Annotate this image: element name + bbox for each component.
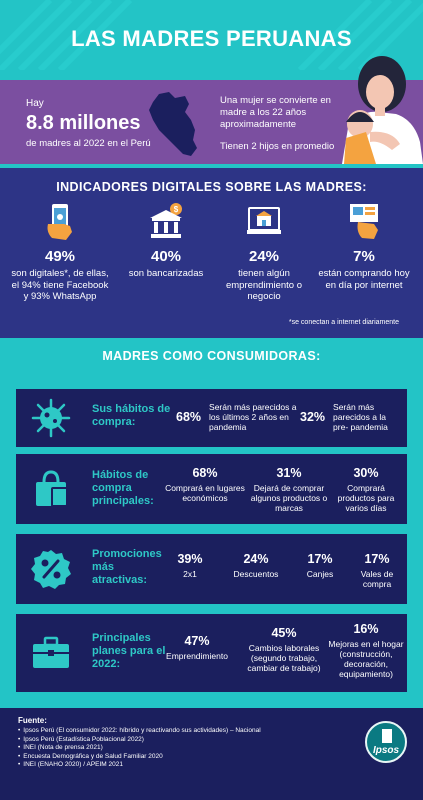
plans-job-pct: 45% [271, 626, 297, 640]
decorative-stripes [0, 0, 423, 70]
ipsos-logo-mark [382, 729, 392, 743]
promo-exchanges-pct: 17% [307, 552, 333, 566]
plans-card: Principales planes para el 2022: 47% Emp… [16, 614, 407, 692]
digital-stat-digital: 49% son digitales*, de ellas, el 94% tie… [10, 202, 110, 303]
online-store-icon [247, 207, 281, 234]
promo-discounts-pct: 24% [243, 552, 269, 566]
age-fact: Una mujer se convierte en madre a los 22… [220, 95, 331, 130]
main-habits-card: Hábitos de compra principales: 68% Compr… [16, 454, 407, 524]
shopping-bag-icon [36, 470, 69, 507]
percent-badge-icon [31, 550, 71, 589]
digital-footnote: *se conectan a internet diariamente [288, 319, 399, 326]
plans-stat-business: 47% Emprendimiento [162, 634, 232, 661]
kids-fact: Tienen 2 hijos en promedio [220, 141, 335, 152]
consumer-section: MADRES COMO CONSUMIDORAS: Sus hábitos de… [0, 338, 423, 708]
banked-pct: 40% [150, 248, 182, 265]
mothers-count: 8.8 millones [26, 112, 141, 134]
ipsos-logo: Ipsos [365, 721, 407, 763]
smartphone-hand-icon [47, 204, 72, 240]
plans-business-pct: 47% [184, 634, 210, 648]
promo-2x1-desc: 2x1 [183, 569, 197, 579]
habits-label: Sus hábitos de compra: [92, 403, 171, 428]
sources-list: Ipsos Perú (El consumidor 2022: híbrido … [18, 727, 261, 770]
mothers-count-block: Hay 8.8 millones de madres al 2022 en el… [26, 98, 151, 149]
header-section: LAS MADRES PERUANAS Hay 8.8 millones de … [0, 0, 423, 168]
habits-card: Sus hábitos de compra: 68% Serán más par… [16, 389, 407, 447]
page-title: LAS MADRES PERUANAS [71, 26, 352, 51]
briefcase-icon [33, 636, 69, 668]
main-habits-label: Hábitos de compra principales: [92, 469, 154, 507]
promo-discounts-desc: Descuentos [233, 569, 279, 579]
cheap-places-pct: 68% [192, 466, 218, 480]
sources-title: Fuente: [18, 716, 47, 725]
count-prefix: Hay [26, 98, 44, 109]
stock-up-desc: Comprará productos para varios días [337, 483, 395, 513]
business-desc: tienen algún emprendimiento o negocio [225, 268, 303, 302]
stop-buying-desc: Dejará de comprar algunos productos o ma… [250, 483, 328, 513]
stop-buying-pct: 31% [276, 466, 302, 480]
digital-stat-business: 24% tienen algún emprendimiento o negoci… [214, 202, 314, 303]
promo-stat-2x1: 39% 2x1 [168, 552, 212, 579]
promo-exchanges-desc: Canjes [306, 569, 334, 579]
consumer-section-title: MADRES COMO CONSUMIDORAS: [102, 349, 321, 363]
habits-stat-pandemic: 68% Serán más parecidos a los últimos 2 … [176, 402, 309, 432]
source-item: Ipsos Perú (El consumidor 2022: híbrido … [18, 727, 260, 736]
habits-prepandemic-pct: 32% [300, 410, 326, 424]
promo-2x1-pct: 39% [177, 552, 203, 566]
banked-desc: son bancarizadas [128, 268, 204, 279]
promotions-card: Promociones más atractivas: 39% 2x1 24% … [16, 534, 407, 604]
mothers-count-caption: de madres al 2022 en el Perú [26, 138, 151, 149]
business-pct: 24% [248, 248, 280, 265]
mother-child-illustration [342, 56, 423, 164]
main-habits-stat-stop: 31% Dejará de comprar algunos productos … [248, 466, 330, 513]
plans-business-desc: Emprendimiento [166, 651, 228, 661]
habits-pandemic-desc: Serán más parecidos a los últimos 2 años… [209, 402, 297, 432]
svg-text:$: $ [174, 205, 179, 214]
main-habits-stat-cheap: 68% Comprará en lugares económicos [164, 466, 246, 503]
digital-indicators-section: INDICADORES DIGITALES SOBRE LAS MADRES: … [0, 168, 423, 338]
plans-home-desc: Mejoras en el hogar (construcción, decor… [328, 639, 404, 679]
source-item: Ipsos Perú (Estadística Poblacional 2022… [18, 736, 261, 745]
promotions-label: Promociones más atractivas: [92, 548, 162, 586]
digital-desc: son digitales*, de ellas, el 94% tiene F… [11, 268, 109, 302]
source-item: Encuesta Demográfica y de Salud Familiar… [18, 753, 261, 762]
promo-vouchers-pct: 17% [364, 552, 390, 566]
cheap-places-desc: Comprará en lugares económicos [165, 483, 245, 503]
promo-stat-exchanges: 17% Canjes [300, 552, 340, 579]
habits-prepandemic-desc: Serán más parecidos a la pre- pandemia [333, 402, 388, 432]
plans-job-desc: Cambios laborales (segundo trabajo, camb… [247, 643, 321, 673]
habits-pandemic-pct: 68% [176, 410, 202, 424]
digital-stat-online-shopping: 7% están comprando hoy en día por intern… [314, 202, 414, 291]
ipsos-logo-text: Ipsos [372, 745, 400, 756]
sources-section: Fuente: Ipsos Perú (El consumidor 2022: … [0, 708, 423, 800]
bank-icon: $ [150, 203, 182, 238]
online-shopping-icon [350, 204, 378, 239]
peru-map-icon [149, 92, 197, 156]
main-habits-stat-stock: 30% Comprará productos para varios días [328, 466, 404, 513]
virus-icon [31, 398, 71, 438]
plans-stat-job-change: 45% Cambios laborales (segundo trabajo, … [242, 626, 326, 673]
promo-stat-discounts: 24% Descuentos [226, 552, 286, 579]
online-shopping-pct: 7% [353, 248, 375, 265]
mothers-facts: Una mujer se convierte en madre a los 22… [220, 95, 350, 153]
source-item: INEI (ENAHO 2020) / APEIM 2021 [18, 761, 261, 770]
plans-stat-home: 16% Mejoras en el hogar (construcción, d… [326, 622, 406, 679]
plans-label: Principales planes para el 2022: [92, 632, 166, 670]
stock-up-pct: 30% [353, 466, 379, 480]
plans-home-pct: 16% [353, 622, 379, 636]
digital-pct: 49% [44, 248, 76, 265]
online-shopping-desc: están comprando hoy en día por internet [318, 268, 410, 291]
promo-vouchers-desc: Vales de compra [360, 569, 394, 589]
digital-stat-banked: $ 40% son bancarizadas [116, 202, 216, 280]
source-item: INEI (Nota de prensa 2021) [18, 744, 261, 753]
digital-section-title: INDICADORES DIGITALES SOBRE LAS MADRES: [56, 180, 367, 194]
promo-stat-vouchers: 17% Vales de compra [352, 552, 402, 589]
habits-stat-prepandemic: 32% Serán más parecidos a la pre- pandem… [300, 402, 399, 432]
